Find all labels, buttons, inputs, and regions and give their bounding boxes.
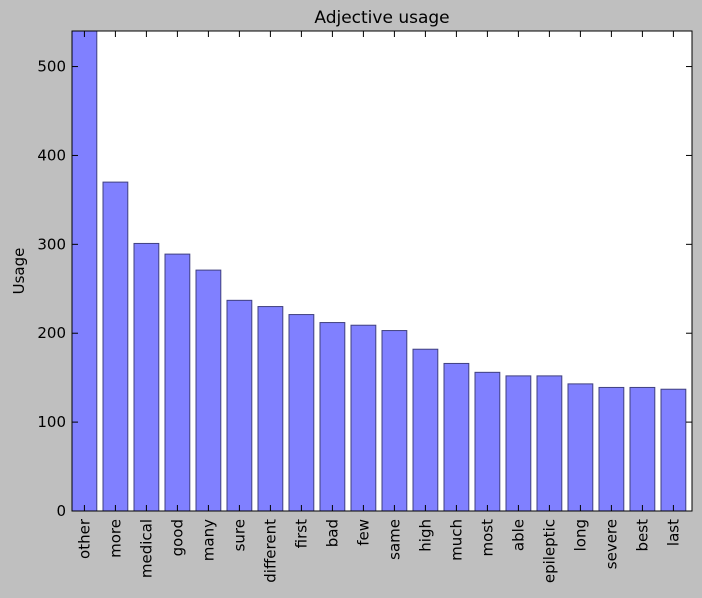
bar — [381, 330, 408, 511]
bar — [164, 253, 191, 511]
y-tick-label: 0 — [56, 502, 66, 520]
bar — [257, 306, 284, 511]
bar — [536, 375, 563, 511]
y-axis-label: Usage — [10, 248, 28, 295]
bar — [195, 269, 222, 511]
plot-frame — [71, 30, 693, 512]
x-tick-label: able — [509, 519, 527, 551]
bar — [505, 375, 532, 511]
bars — [72, 31, 687, 511]
x-tick-label: best — [633, 519, 651, 552]
bar — [567, 383, 594, 511]
x-tick-label: more — [106, 519, 124, 558]
bar — [443, 362, 470, 511]
x-tick-label: most — [478, 519, 496, 557]
x-tick-label: different — [261, 519, 279, 583]
y-tick-label: 100 — [37, 413, 66, 431]
x-tick-label: many — [199, 519, 217, 561]
bar — [660, 388, 687, 511]
x-tick-label: much — [447, 519, 465, 561]
x-tick-label: bad — [323, 519, 341, 547]
y-tick-label: 400 — [37, 146, 66, 164]
chart-title: Adjective usage — [314, 8, 449, 28]
bar — [350, 324, 377, 511]
x-tick-label: few — [354, 519, 372, 546]
x-tick-label: same — [385, 519, 403, 560]
x-tick-label: good — [168, 519, 186, 556]
bar — [288, 314, 315, 511]
bar — [629, 386, 656, 511]
bar — [319, 322, 346, 511]
bar — [226, 299, 253, 511]
y-tick-label: 200 — [37, 324, 66, 342]
bar — [474, 371, 501, 511]
bar — [412, 348, 439, 511]
x-tick-label: first — [292, 519, 310, 548]
y-tick-label: 300 — [37, 235, 66, 253]
y-tick-label: 500 — [37, 58, 66, 76]
x-tick-label: last — [664, 519, 682, 546]
x-tick-label: medical — [137, 519, 155, 578]
x-tick-label: other — [75, 518, 93, 559]
bar — [102, 181, 129, 511]
bar — [133, 242, 160, 511]
x-tick-label: high — [416, 519, 434, 552]
bar — [72, 31, 98, 511]
x-tick-label: severe — [602, 519, 620, 569]
bar — [598, 386, 625, 511]
x-tick-label: epileptic — [540, 519, 558, 583]
x-tick-label: long — [571, 519, 589, 551]
x-tick-label: sure — [230, 519, 248, 551]
